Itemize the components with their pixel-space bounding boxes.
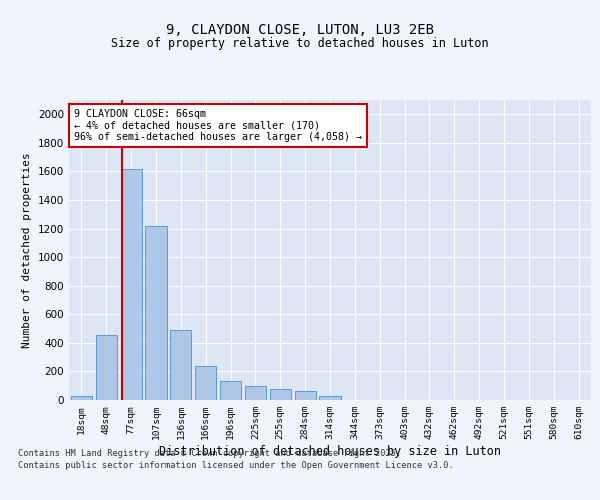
X-axis label: Distribution of detached houses by size in Luton: Distribution of detached houses by size …	[159, 445, 501, 458]
Text: Contains public sector information licensed under the Open Government Licence v3: Contains public sector information licen…	[18, 461, 454, 470]
Bar	[71, 396, 92, 400]
Bar	[145, 226, 167, 400]
Text: 9 CLAYDON CLOSE: 66sqm
← 4% of detached houses are smaller (170)
96% of semi-det: 9 CLAYDON CLOSE: 66sqm ← 4% of detached …	[74, 109, 362, 142]
Bar	[195, 366, 216, 400]
Bar	[121, 168, 142, 400]
Bar	[270, 390, 291, 400]
Text: Contains HM Land Registry data © Crown copyright and database right 2025.: Contains HM Land Registry data © Crown c…	[18, 448, 401, 458]
Text: Size of property relative to detached houses in Luton: Size of property relative to detached ho…	[111, 37, 489, 50]
Y-axis label: Number of detached properties: Number of detached properties	[22, 152, 32, 348]
Text: 9, CLAYDON CLOSE, LUTON, LU3 2EB: 9, CLAYDON CLOSE, LUTON, LU3 2EB	[166, 24, 434, 38]
Bar	[319, 396, 341, 400]
Bar	[245, 386, 266, 400]
Bar	[96, 335, 117, 400]
Bar	[295, 390, 316, 400]
Bar	[220, 382, 241, 400]
Bar	[170, 330, 191, 400]
